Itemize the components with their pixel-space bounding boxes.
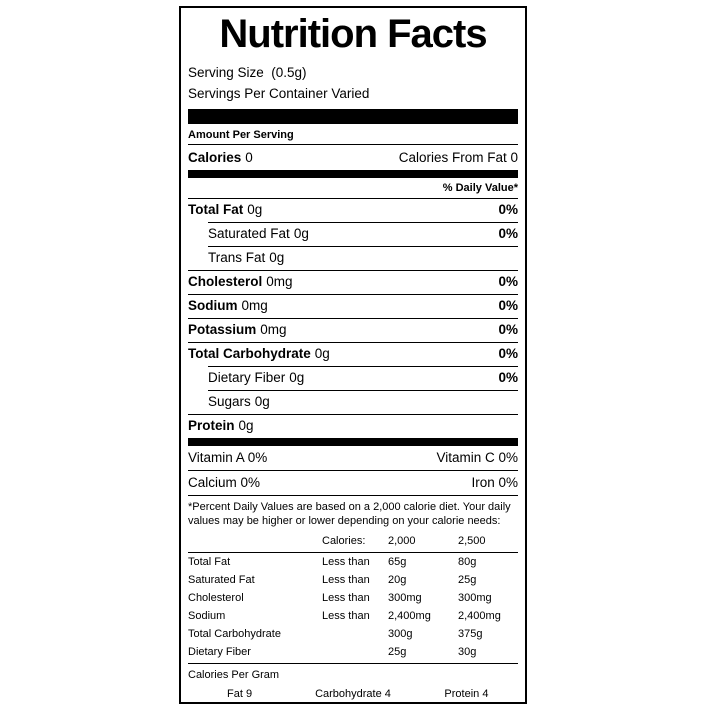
label-title: Nutrition Facts: [219, 12, 487, 56]
vitamin-c-value: Vitamin C 0%: [436, 450, 518, 465]
cpg-fat: Fat 9: [227, 688, 253, 700]
calories-row: Calories 0 Calories From Fat 0: [188, 145, 518, 170]
dv-row-2500: 25g: [458, 574, 477, 586]
dv-row-2000: 300g: [388, 628, 413, 640]
vitamin-row-a-c: Vitamin A 0% Vitamin C 0%: [188, 446, 518, 471]
nutrient-amount: 0mg: [241, 298, 268, 313]
nutrient-row-total-carbohydrate: Total Carbohydrate 0g 0%: [188, 342, 518, 366]
iron-value: Iron 0%: [471, 475, 518, 490]
calories-per-gram-values: Fat 9 Carbohydrate 4 Protein 4: [188, 682, 518, 702]
daily-value-footnote: *Percent Daily Values are based on a 2,0…: [188, 501, 511, 527]
nutrient-dv: 0%: [498, 346, 518, 361]
dv-row-2000: 300mg: [388, 592, 422, 604]
nutrient-row-trans-fat: Trans Fat 0g: [208, 246, 518, 270]
thick-separator-bar: [188, 109, 518, 124]
nutrient-row-sugars: Sugars 0g: [208, 390, 518, 414]
nutrient-name: Saturated Fat: [208, 226, 290, 241]
calories-left: Calories 0: [188, 149, 253, 166]
calories-per-gram-heading: Calories Per Gram: [188, 663, 518, 682]
nutrient-name: Cholesterol: [188, 274, 263, 289]
nutrient-amount: 0g: [247, 202, 263, 217]
dv-row-qualifier: [322, 643, 388, 661]
nutrient-row-protein: Protein 0g: [188, 414, 518, 438]
nutrient-name: Total Carbohydrate: [188, 346, 311, 361]
nutrient-name: Trans Fat: [208, 250, 266, 265]
dv-row-2500: 30g: [458, 646, 477, 658]
dv-row-2500: 375g: [458, 628, 483, 640]
dv-row-2500: 2,400mg: [458, 610, 501, 622]
dv-row-2000: 25g: [388, 646, 407, 658]
calories-value: 0: [245, 150, 253, 165]
cpg-protein: Protein 4: [444, 688, 489, 700]
nutrition-facts-label: Nutrition Facts Serving Size (0.5g) Serv…: [179, 6, 527, 704]
nutrient-dv: 0%: [498, 202, 518, 217]
dv-table-calories-label: Calories:: [322, 535, 366, 547]
nutrient-amount: 0g: [314, 346, 330, 361]
dv-table-row-cholesterol: Cholesterol Less than 300mg 300mg: [188, 589, 518, 607]
vitamin-a-value: Vitamin A 0%: [188, 450, 268, 465]
calories-from-fat: Calories From Fat 0: [398, 150, 518, 165]
dv-table-row-saturated-fat: Saturated Fat Less than 20g 25g: [188, 571, 518, 589]
nutrient-name: Dietary Fiber: [208, 370, 286, 385]
nutrient-dv: 0%: [498, 298, 518, 313]
nutrient-amount: 0mg: [260, 322, 287, 337]
nutrient-dv: 0%: [498, 274, 518, 289]
nutrient-dv: 0%: [498, 370, 518, 385]
dv-table-row-total-fat: Total Fat Less than 65g 80g: [188, 553, 518, 571]
dv-row-qualifier: Less than: [322, 610, 370, 622]
dv-row-2000: 2,400mg: [388, 610, 431, 622]
nutrient-row-potassium: Potassium 0mg 0%: [188, 318, 518, 342]
dv-row-name: Cholesterol: [188, 592, 244, 604]
amount-per-serving-heading: Amount Per Serving: [188, 124, 518, 145]
calcium-value: Calcium 0%: [188, 475, 261, 490]
dv-table-col-2000: 2,000: [388, 535, 416, 547]
dv-table-header-spacer: [188, 534, 322, 549]
dv-table-row-sodium: Sodium Less than 2,400mg 2,400mg: [188, 607, 518, 625]
calories-label: Calories: [188, 150, 242, 165]
nutrient-name: Sodium: [188, 298, 238, 313]
nutrient-amount: 0g: [254, 394, 270, 409]
dv-row-qualifier: [322, 625, 388, 643]
dv-row-name: Saturated Fat: [188, 574, 255, 586]
cpg-carbohydrate: Carbohydrate 4: [315, 688, 391, 700]
dv-row-name: Sodium: [188, 610, 226, 622]
thick-separator-bar: [188, 170, 518, 178]
nutrient-dv: 0%: [498, 226, 518, 241]
dv-row-qualifier: Less than: [322, 574, 370, 586]
nutrient-row-saturated-fat: Saturated Fat 0g 0%: [208, 222, 518, 246]
nutrient-amount: 0g: [269, 250, 285, 265]
nutrient-row-cholesterol: Cholesterol 0mg 0%: [188, 270, 518, 294]
dv-row-2000: 65g: [388, 556, 407, 568]
dv-table-row-dietary-fiber: Dietary Fiber 25g 30g: [188, 643, 518, 661]
dv-row-2500: 80g: [458, 556, 477, 568]
nutrient-amount: 0g: [289, 370, 305, 385]
dv-row-2000: 20g: [388, 574, 407, 586]
vitamin-row-calcium-iron: Calcium 0% Iron 0%: [188, 471, 518, 496]
servings-per-container: Servings Per Container Varied: [188, 86, 370, 101]
nutrient-name: Total Fat: [188, 202, 244, 217]
nutrient-amount: 0g: [238, 418, 254, 433]
dv-table-header: Calories: 2,000 2,500: [188, 532, 518, 553]
dv-row-2500: 300mg: [458, 592, 492, 604]
dv-table-col-2500: 2,500: [458, 535, 486, 547]
nutrient-amount: 0mg: [266, 274, 293, 289]
daily-value-heading: % Daily Value*: [188, 178, 518, 199]
nutrient-name: Protein: [188, 418, 235, 433]
dv-table-row-total-carbohydrate: Total Carbohydrate 300g 375g: [188, 625, 518, 643]
nutrient-name: Potassium: [188, 322, 257, 337]
nutrient-dv: 0%: [498, 322, 518, 337]
nutrient-row-sodium: Sodium 0mg 0%: [188, 294, 518, 318]
dv-row-qualifier: Less than: [322, 592, 370, 604]
nutrient-row-dietary-fiber: Dietary Fiber 0g 0%: [208, 366, 518, 390]
thick-separator-bar: [188, 438, 518, 446]
dv-row-qualifier: Less than: [322, 556, 370, 568]
dv-row-name: Total Carbohydrate: [188, 628, 281, 640]
nutrient-row-total-fat: Total Fat 0g 0%: [188, 199, 518, 222]
nutrient-name: Sugars: [208, 394, 251, 409]
dv-row-name: Total Fat: [188, 556, 231, 568]
dv-row-name: Dietary Fiber: [188, 646, 251, 658]
nutrient-amount: 0g: [293, 226, 309, 241]
serving-size: Serving Size (0.5g): [188, 65, 307, 80]
